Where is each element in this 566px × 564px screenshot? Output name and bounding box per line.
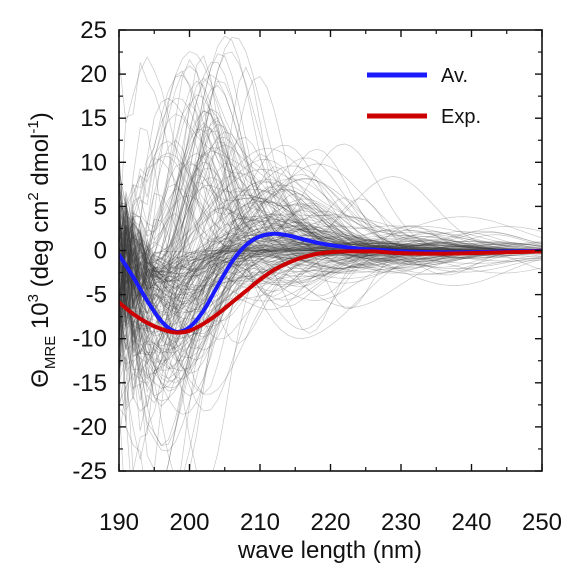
x-tick-label: 240 xyxy=(451,509,491,536)
ensemble-spectrum xyxy=(119,214,542,282)
ensemble-spectrum xyxy=(119,213,542,351)
ensemble-spectrum xyxy=(119,247,542,452)
ensemble-spectrum xyxy=(119,186,542,345)
ensemble-spectrum xyxy=(119,238,542,342)
y-tick-label: -5 xyxy=(86,282,107,309)
y-axis: 25 20 15 10 5 0 -5 -10 -15 -20 -25 xyxy=(72,17,542,485)
legend-label: Av. xyxy=(441,65,468,87)
y-tick-label: -25 xyxy=(72,458,107,485)
ensemble-spectrum xyxy=(119,225,542,334)
x-tick-label: 220 xyxy=(310,509,350,536)
ensemble-spectrum xyxy=(119,204,542,325)
ensemble-spectrum xyxy=(119,242,542,329)
ensemble-spectrum xyxy=(119,181,542,282)
ensemble-spectrum xyxy=(119,108,542,320)
ensemble-spectrum xyxy=(119,242,542,402)
ensemble-spectrum xyxy=(119,85,542,302)
ensemble-spectrum xyxy=(119,240,542,397)
ensemble-spectrum xyxy=(119,140,542,250)
y-tick-label: 0 xyxy=(94,238,107,265)
ensemble-spectrum xyxy=(119,227,542,379)
ensemble-spectrum xyxy=(119,214,542,269)
x-tick-label: 200 xyxy=(169,509,209,536)
y-tick-label: 15 xyxy=(80,105,107,132)
ensemble-spectrum xyxy=(119,97,542,269)
x-axis-title: wave length (nm) xyxy=(237,537,422,564)
y-tick-label: -20 xyxy=(72,414,107,441)
ensemble-spectrum xyxy=(119,190,542,338)
ensemble-spectrum xyxy=(119,251,542,383)
svg-text:ΘMRE 103 (deg cm2 dmol-1): ΘMRE 103 (deg cm2 dmol-1) xyxy=(25,112,59,387)
ensemble-spectrum xyxy=(119,176,542,347)
ensemble-spectrum xyxy=(119,224,542,337)
ensemble-spectrum xyxy=(119,56,542,274)
ensemble-spectrum xyxy=(119,61,542,339)
ensemble-spectrum xyxy=(119,230,542,471)
ensemble-spectrum xyxy=(119,189,542,349)
ensemble-spectrum xyxy=(119,198,542,350)
ensemble-spectrum xyxy=(119,148,542,299)
ensemble-spectrum xyxy=(119,203,542,354)
ensemble-spectrum xyxy=(119,153,542,339)
x-tick-label: 230 xyxy=(381,509,421,536)
y-axis-title: ΘMRE 103 (deg cm2 dmol-1) xyxy=(25,112,59,387)
ensemble-spectrum xyxy=(119,163,542,339)
ensemble-spectrum xyxy=(119,218,542,291)
ensemble-spectrum xyxy=(119,220,542,460)
ensemble-spectrum xyxy=(119,180,542,384)
ensemble-spectrum xyxy=(119,202,542,332)
ensemble-spectrum xyxy=(119,222,542,354)
y-tick-label: 20 xyxy=(80,61,107,88)
ensemble-spectrum xyxy=(119,147,542,384)
ensemble-spectrum xyxy=(119,160,542,348)
y-tick-label: -10 xyxy=(72,326,107,353)
series-line-exp xyxy=(119,249,542,335)
ensemble-spectrum xyxy=(119,232,542,294)
y-tick-label: 10 xyxy=(80,149,107,176)
y-tick-label: 25 xyxy=(80,17,107,44)
ensemble-spectrum xyxy=(119,74,542,344)
ensemble-spectrum xyxy=(119,126,542,288)
series-layer xyxy=(119,231,542,335)
ensemble-spectrum xyxy=(119,110,542,322)
legend: Av. Exp. xyxy=(367,65,481,128)
legend-label: Exp. xyxy=(441,106,481,128)
x-tick-label: 210 xyxy=(240,509,280,536)
ensemble-spectrum xyxy=(119,216,542,432)
ensemble-spectrum xyxy=(119,245,542,354)
ensemble-spectrum xyxy=(119,175,542,273)
ensemble-spectrum xyxy=(119,77,542,356)
ensemble-spectrum xyxy=(119,235,542,307)
x-tick-label: 190 xyxy=(99,509,139,536)
x-tick-label: 250 xyxy=(522,509,562,536)
ensemble-spectrum xyxy=(119,222,542,291)
ensemble-spectrum xyxy=(119,225,542,397)
ensemble-spectrum xyxy=(119,169,542,371)
ensemble-spectrum xyxy=(119,147,542,306)
y-tick-label: -15 xyxy=(72,370,107,397)
ensemble-spectrum xyxy=(119,178,542,305)
x-axis: 190 200 210 220 230 240 250 xyxy=(99,30,562,536)
y-tick-label: 5 xyxy=(94,193,107,220)
ensemble-spectrum xyxy=(119,144,542,363)
ensemble-spectrum xyxy=(119,192,542,313)
